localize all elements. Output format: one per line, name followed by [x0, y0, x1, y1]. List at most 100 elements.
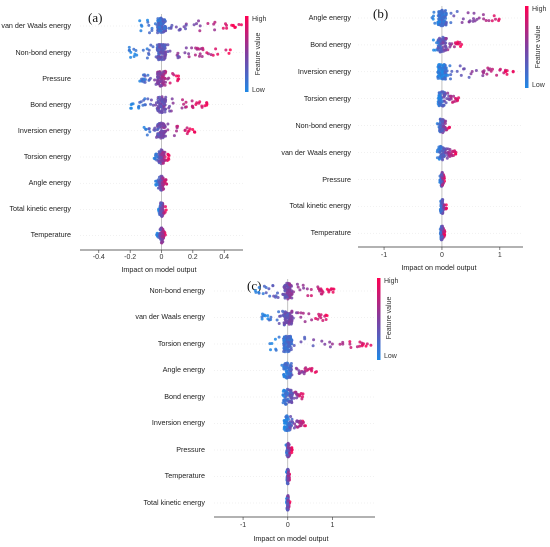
- shap-point: [442, 153, 446, 157]
- shap-point: [338, 342, 342, 346]
- shap-point: [303, 424, 306, 428]
- shap-point: [440, 100, 444, 104]
- shap-point: [206, 22, 210, 25]
- shap-point: [266, 314, 270, 318]
- shap-point: [299, 424, 303, 428]
- shap-point: [460, 21, 464, 24]
- shap-point: [297, 369, 301, 373]
- feature-row: [214, 441, 375, 459]
- shap-point: [436, 70, 440, 74]
- shap-point: [498, 68, 502, 72]
- shap-point: [284, 402, 288, 406]
- shap-point: [287, 340, 290, 344]
- shap-point: [260, 315, 264, 319]
- shap-point: [287, 423, 291, 427]
- shap-point: [149, 43, 153, 47]
- shap-point: [161, 240, 165, 244]
- feature-row: [80, 148, 243, 166]
- shap-point: [162, 58, 166, 61]
- panel-a-feature-label: Non-bond energy: [15, 48, 71, 57]
- panel-b-feature-label: van der Waals energy: [281, 148, 351, 157]
- shap-point: [360, 344, 364, 348]
- shap-point: [442, 125, 446, 128]
- shap-point: [272, 294, 276, 298]
- shap-point: [183, 128, 187, 132]
- shap-point: [299, 421, 303, 425]
- shap-point: [282, 394, 286, 398]
- shap-point: [454, 152, 458, 156]
- shap-point: [458, 40, 462, 44]
- panel-a: (a) van der Waals energy Non-bond energy…: [1, 10, 266, 274]
- shap-point: [225, 23, 228, 27]
- shap-point: [482, 17, 486, 21]
- x-tick-label: -0.4: [93, 254, 105, 261]
- shap-point: [297, 371, 301, 375]
- shap-point: [159, 104, 163, 108]
- shap-point: [145, 56, 149, 60]
- shap-point: [481, 13, 485, 17]
- shap-point: [435, 41, 439, 45]
- shap-point: [481, 74, 485, 78]
- panel-b-feature-label: Temperature: [311, 228, 351, 237]
- shap-point: [283, 289, 287, 293]
- shap-point: [303, 320, 307, 324]
- shap-point: [438, 150, 442, 154]
- shap-point: [161, 182, 165, 186]
- shap-point: [146, 18, 149, 22]
- shap-point: [446, 147, 450, 151]
- panel-b-feature-label: Non-bond energy: [295, 121, 351, 130]
- feature-row: [80, 95, 243, 115]
- shap-point: [303, 367, 307, 371]
- shap-point: [288, 320, 291, 324]
- shap-point: [280, 363, 284, 367]
- shap-point: [348, 340, 352, 344]
- shap-point: [172, 134, 176, 138]
- shap-point: [166, 128, 170, 132]
- shap-point: [160, 98, 164, 102]
- x-tick-label: 1: [498, 252, 502, 259]
- panel-b-colorbar: High Low Feature value: [525, 6, 547, 89]
- shap-point: [156, 76, 160, 80]
- x-tick-label: 0.4: [219, 254, 229, 261]
- feature-row: [80, 226, 243, 245]
- shap-point: [454, 97, 458, 101]
- shap-point: [286, 505, 290, 509]
- shap-point: [155, 135, 158, 139]
- shap-point: [299, 311, 303, 315]
- shap-point: [158, 43, 161, 47]
- shap-point: [295, 367, 299, 371]
- shap-point: [161, 73, 165, 76]
- panel-b-feature-label: Total kinetic energy: [289, 201, 351, 210]
- shap-point: [281, 292, 285, 296]
- shap-point: [269, 315, 273, 319]
- shap-point: [224, 48, 228, 52]
- feature-row: [358, 8, 523, 28]
- shap-point: [143, 103, 147, 107]
- shap-point: [442, 63, 446, 67]
- shap-point: [452, 45, 456, 49]
- shap-point: [281, 309, 285, 313]
- shap-point: [295, 311, 298, 315]
- shap-point: [459, 73, 463, 77]
- panel-b-plot-area: -1 0 1: [358, 6, 523, 259]
- shap-point: [158, 122, 162, 126]
- shap-point: [438, 125, 442, 129]
- shap-point: [440, 238, 443, 242]
- shap-point: [470, 70, 474, 73]
- shap-point: [182, 25, 186, 29]
- shap-point: [442, 205, 446, 209]
- shap-point: [282, 375, 286, 379]
- panel-b-colorbar-gradient: [525, 6, 529, 88]
- shap-point: [161, 237, 164, 241]
- shap-point: [284, 369, 288, 373]
- shap-point: [283, 322, 286, 325]
- shap-point: [158, 95, 161, 99]
- shap-point: [330, 342, 334, 346]
- shap-point: [477, 16, 481, 20]
- panel-b-feature-label: Torsion energy: [304, 94, 352, 103]
- shap-point: [440, 202, 444, 206]
- feature-row: [80, 42, 243, 62]
- shap-point: [237, 23, 241, 26]
- shap-point: [275, 318, 279, 322]
- shap-point: [282, 398, 286, 402]
